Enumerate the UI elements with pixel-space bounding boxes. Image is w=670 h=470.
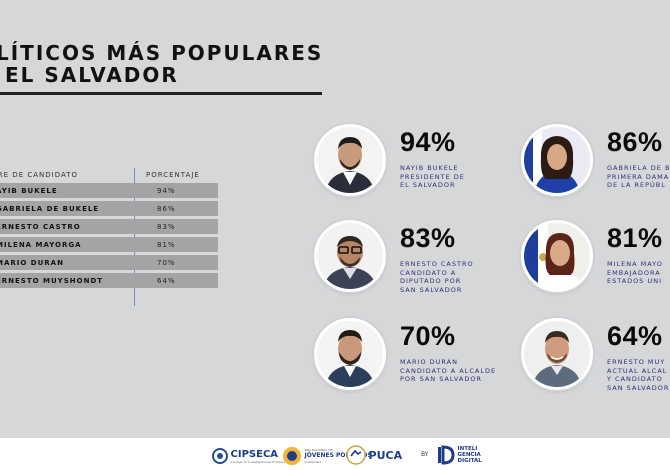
- inteligencia-logo-icon: [438, 445, 455, 465]
- column-header-percentage: PORCENTAJE: [146, 171, 200, 179]
- row-name: ERNESTO CASTRO: [0, 223, 81, 231]
- card-description: MILENA MAYO EMBAJADORA ESTADOS UNI: [607, 260, 663, 285]
- page-title: LÍTICOS MÁS POPULARES EL SALVADOR: [0, 42, 323, 86]
- card-description: ERNESTO CASTRO CANDIDATO A DIPUTADO POR SAN…: [400, 260, 474, 294]
- candidate-photo: [521, 318, 593, 390]
- card-percentage: 81%: [607, 223, 663, 253]
- card-description: ERNESTO MUY ACTUAL ALCAL Y CANDIDATO SAN SA…: [607, 358, 670, 392]
- row-percentage: 83%: [157, 223, 176, 231]
- card-description: NAYIB BUKELE PRESIDENTE DE EL SALVADOR: [400, 164, 465, 189]
- footer-logos: CIPSECA Consejo de Investigaciones Políti…: [0, 438, 670, 470]
- table-row: MARIO DURAN 70%: [0, 255, 218, 270]
- candidate-photo: [521, 220, 593, 292]
- logo-cipseca: CIPSECA Consejo de Investigaciones Políti…: [212, 448, 285, 464]
- candidate-photo: [314, 124, 386, 196]
- by-label: BY: [421, 451, 429, 458]
- title-underline: [0, 92, 322, 95]
- table-row: AYIB BUKELE 94%: [0, 183, 218, 198]
- candidate-photo: [314, 318, 386, 390]
- logo-jovenes-politicos: RED NACIONAL DE JÓVENES POLÍTICOS Guatemal…: [282, 446, 372, 465]
- cipseca-logo-icon: [212, 448, 228, 464]
- table-row: ERNESTO MUYSHONDT 64%: [0, 273, 218, 288]
- card-percentage: 70%: [400, 321, 456, 351]
- row-percentage: 86%: [157, 205, 176, 213]
- row-name: ERNESTO MUYSHONDT: [0, 277, 104, 285]
- row-percentage: 81%: [157, 241, 176, 249]
- inteligencia-wordmark: INTELI GENCIA DIGITAL: [457, 446, 482, 464]
- puca-logo-icon: [346, 445, 366, 465]
- row-name: MILENA MAYORGA: [0, 241, 82, 249]
- candidate-photo: [521, 124, 593, 196]
- title-line-1: LÍTICOS MÁS POPULARES: [0, 41, 324, 65]
- jovenes-logo-icon: [283, 447, 301, 465]
- card-percentage: 86%: [607, 127, 663, 157]
- candidate-photo: [314, 220, 386, 292]
- table-row: ERNESTO CASTRO 83%: [0, 219, 218, 234]
- row-name: MARIO DURAN: [0, 259, 64, 267]
- card-percentage: 94%: [400, 127, 456, 157]
- row-percentage: 64%: [157, 277, 176, 285]
- row-percentage: 70%: [157, 259, 176, 267]
- card-description: MARIO DURÁN CANDIDATO A ALCALDE POR SAN SA…: [400, 358, 497, 383]
- ranking-table: AYIB BUKELE 94% GABRIELA DE BUKELE 86% E…: [0, 183, 218, 291]
- card-percentage: 64%: [607, 321, 663, 351]
- title-line-2: EL SALVADOR: [4, 63, 179, 87]
- card-description: GABRIELA DE B PRIMERA DAMA DE LA REPÚBL: [607, 164, 670, 189]
- column-header-candidate: BRE DE CANDIDATO: [0, 171, 79, 179]
- table-row: GABRIELA DE BUKELE 86%: [0, 201, 218, 216]
- table-header: BRE DE CANDIDATO PORCENTAJE: [0, 168, 218, 182]
- card-percentage: 83%: [400, 223, 456, 253]
- row-name: AYIB BUKELE: [0, 187, 58, 195]
- logo-puca: PUCA: [346, 445, 402, 465]
- row-name: GABRIELA DE BUKELE: [0, 205, 100, 213]
- row-percentage: 94%: [157, 187, 176, 195]
- table-row: MILENA MAYORGA 81%: [0, 237, 218, 252]
- logo-inteligencia-digital: INTELI GENCIA DIGITAL: [437, 445, 482, 465]
